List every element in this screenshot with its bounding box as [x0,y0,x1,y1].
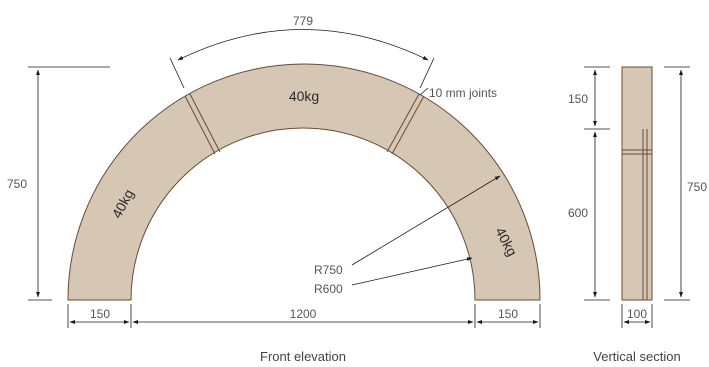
section-joint [622,129,652,300]
vertical-section-caption: Vertical section [593,349,680,364]
arc-dimension [177,29,429,61]
joints-label: 10 mm joints [429,86,497,100]
outer-radius-leader [351,175,501,266]
inner-radius-leader [351,257,473,286]
arc-length-label: 779 [293,14,313,28]
outer-radius-label: R750 [314,263,343,277]
inner-radius-label: R600 [314,282,343,296]
arc-ext-left [169,57,185,89]
left-joint [184,93,221,155]
vertical-section: 150 600 750 100 Vertical section [568,66,707,364]
right-joint [386,93,425,155]
section-width-label: 100 [627,307,647,321]
height-label: 750 [7,177,27,191]
arch-ring [67,63,541,301]
span-label: 1200 [290,307,317,321]
section-total-label: 750 [687,180,707,194]
front-elevation: 40kg 40kg 40kg 779 10 mm joints 750 150 … [7,14,541,364]
top-block-weight: 40kg [289,88,319,104]
arc-ext-right [419,57,435,89]
right-width-label: 150 [498,307,518,321]
left-width-label: 150 [90,307,110,321]
front-elevation-caption: Front elevation [260,349,346,364]
section-lower-label: 600 [568,206,588,220]
joints-leader [419,87,429,96]
section-top-label: 150 [568,92,588,106]
